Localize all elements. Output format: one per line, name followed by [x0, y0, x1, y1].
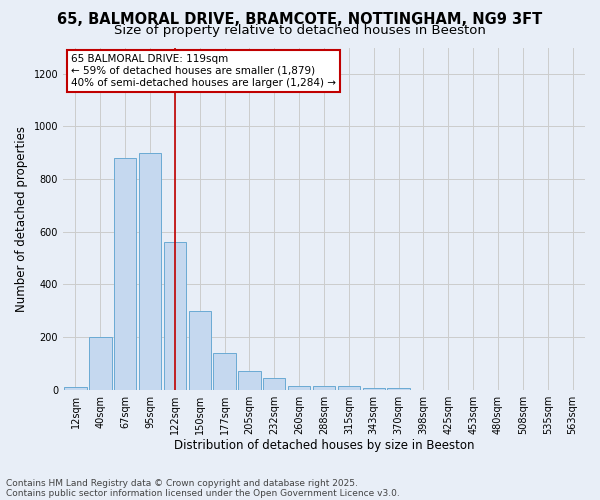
Bar: [338, 386, 360, 390]
Bar: [139, 153, 161, 390]
Bar: [362, 388, 385, 390]
Bar: [214, 353, 236, 390]
Bar: [114, 158, 136, 390]
Bar: [313, 386, 335, 390]
Y-axis label: Number of detached properties: Number of detached properties: [15, 126, 28, 312]
X-axis label: Distribution of detached houses by size in Beeston: Distribution of detached houses by size …: [174, 440, 474, 452]
Bar: [164, 242, 186, 390]
Text: Contains HM Land Registry data © Crown copyright and database right 2025.: Contains HM Land Registry data © Crown c…: [6, 478, 358, 488]
Text: Size of property relative to detached houses in Beeston: Size of property relative to detached ho…: [114, 24, 486, 37]
Text: Contains public sector information licensed under the Open Government Licence v3: Contains public sector information licen…: [6, 488, 400, 498]
Bar: [89, 337, 112, 390]
Bar: [238, 372, 260, 390]
Bar: [263, 378, 286, 390]
Bar: [388, 388, 410, 390]
Text: 65, BALMORAL DRIVE, BRAMCOTE, NOTTINGHAM, NG9 3FT: 65, BALMORAL DRIVE, BRAMCOTE, NOTTINGHAM…: [58, 12, 542, 28]
Bar: [188, 310, 211, 390]
Bar: [288, 386, 310, 390]
Bar: [64, 387, 86, 390]
Text: 65 BALMORAL DRIVE: 119sqm
← 59% of detached houses are smaller (1,879)
40% of se: 65 BALMORAL DRIVE: 119sqm ← 59% of detac…: [71, 54, 336, 88]
